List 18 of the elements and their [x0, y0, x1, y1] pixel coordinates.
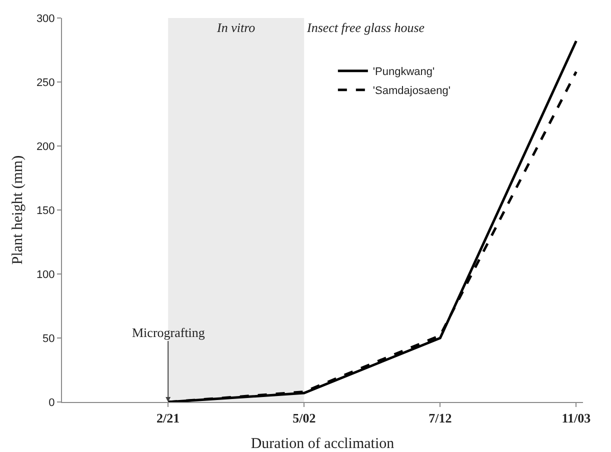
y-tick-label: 100: [36, 268, 55, 281]
x-tick-label: 7/12: [428, 410, 452, 426]
y-tick-label: 0: [48, 396, 55, 409]
annotation: Insect free glass house: [306, 20, 425, 35]
y-tick-label: 300: [36, 12, 55, 25]
x-tick-label: 11/03: [562, 410, 592, 426]
legend-label: 'Pungkwang': [372, 66, 435, 78]
x-axis-title: Duration of acclimation: [250, 436, 395, 452]
x-tick-label: 5/02: [292, 410, 316, 426]
y-tick-label: 250: [36, 76, 55, 89]
annotation: Micrografting: [132, 325, 206, 340]
band-label: In vitro: [216, 20, 256, 35]
y-tick-label: 200: [36, 140, 55, 153]
y-tick-label: 50: [42, 332, 55, 345]
x-tick-label: 2/21: [156, 410, 180, 426]
legend-label: 'Samdajosaeng': [372, 85, 451, 98]
y-axis-title: Plant height (mm): [10, 155, 26, 265]
y-tick-label: 150: [36, 204, 55, 217]
